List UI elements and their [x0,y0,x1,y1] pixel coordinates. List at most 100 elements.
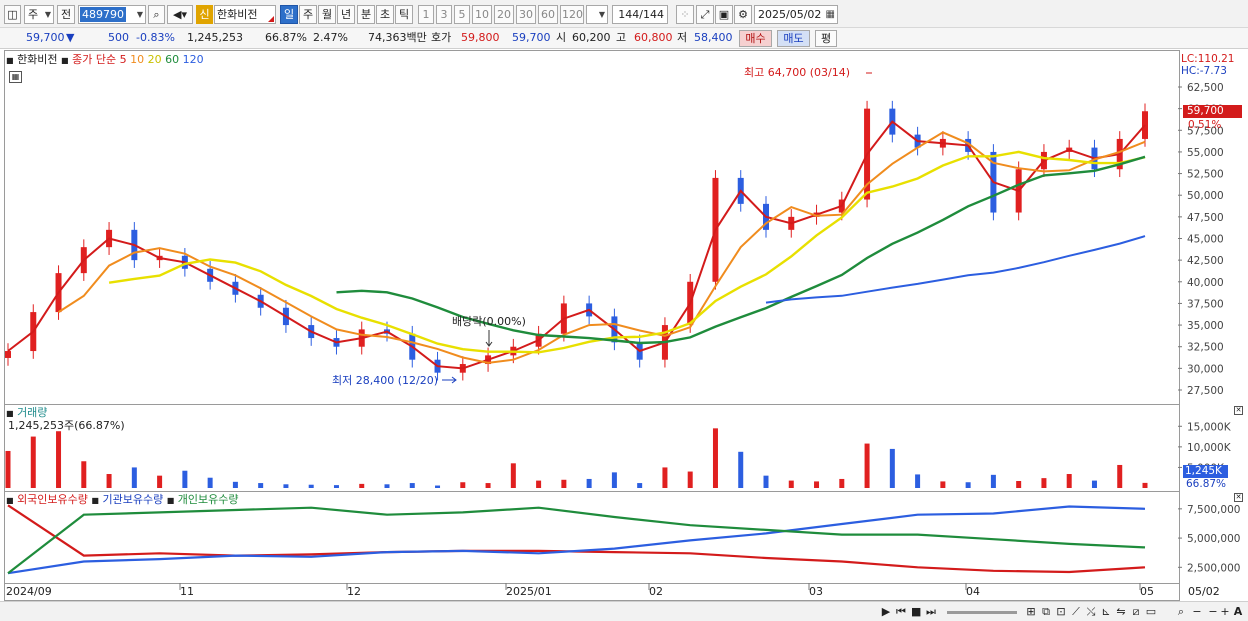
evaluation-button[interactable]: 평 [815,30,837,47]
zoom-out-icon[interactable]: − [1192,605,1202,618]
y-tick-label: 55,000 [1187,147,1224,159]
search-icon[interactable]: ⌕ [148,5,165,24]
moving-averages [7,120,1146,370]
volume-bar [409,483,415,488]
hold-tick-label: 2,500,000 [1187,562,1240,574]
legend-institution: 기관보유수량 [102,493,164,506]
period-month-tab[interactable]: 월 [318,5,336,24]
ma5-line [7,120,1146,370]
panel-divider[interactable] [4,404,1180,405]
interval-30-button[interactable]: 30 [516,5,536,24]
volume-bar [485,483,491,488]
volume-bar [5,450,11,488]
y-tick-label: 32,500 [1187,342,1224,354]
calculator-icon[interactable]: ▦ [9,71,22,83]
x-label-last-date: 05/02 [1188,585,1220,598]
volume-bar [611,472,617,488]
interval-60-button[interactable]: 60 [538,5,558,24]
y-tick-label: 57,500 [1187,125,1224,137]
scale-icon[interactable]: ⇋ [1116,605,1126,618]
legend-ma10: 10 [130,53,145,66]
panel-marker-icon: ■ [61,56,69,65]
prev-button[interactable]: 전 [57,5,75,24]
period-tick-tab[interactable]: 틱 [395,5,413,24]
forward-icon[interactable]: ⏭ [926,605,936,618]
interval-10-button[interactable]: 10 [472,5,492,24]
interval-20-button[interactable]: 20 [494,5,514,24]
rewind-icon[interactable]: ⏮ [896,605,906,618]
open-label: 시 [556,31,567,44]
interval-dropdown[interactable]: ▼ [586,5,608,24]
y-tick-label: 62,500 [1187,82,1224,94]
period-minute-tab[interactable]: 분 [357,5,375,24]
period-week-tab[interactable]: 주 [299,5,317,24]
volume-bar [283,484,289,488]
minus-icon[interactable]: − [1208,605,1218,618]
layout-icon[interactable]: ⧉ [1042,605,1050,618]
volume-bar [662,467,668,488]
grid-icon[interactable]: ⁘ [676,5,694,24]
window-icon[interactable]: ▭ [1145,605,1157,618]
stop-icon[interactable]: ■ [911,605,922,618]
volume-bar [687,471,693,488]
volume-bar [839,478,845,488]
measure-icon[interactable]: ⊾ [1101,605,1111,618]
y-tick-label: 50,000 [1187,190,1224,202]
line-tool-icon[interactable]: ⟋ [1072,605,1080,618]
auto-scale-icon[interactable]: A [1233,605,1243,618]
buy-button[interactable]: 매수 [739,30,772,47]
panel-divider[interactable] [4,491,1180,492]
window-menu-icon[interactable]: ◫ [4,5,21,24]
bottom-control-bar: ▶ ⏮ ■ ⏭ ⊞ ⧉ ⊡ ⟋ ⤯ ⊾ ⇋ ⧄ ▭ ⌕ − − + A [0,601,1248,621]
interval-5-button[interactable]: 5 [454,5,470,24]
ma60-line [336,155,1146,345]
high-annotation: 최고 64,700 (03/14) [744,66,851,79]
volume-bar [30,436,36,488]
individual-holdings-line [7,506,1146,575]
zoom-in-icon[interactable]: + [1220,605,1230,618]
zoom-search-icon[interactable]: ⌕ [1177,605,1185,618]
ma10-line [57,131,1146,364]
dividend-annotation: 배당락(0.00%) [452,315,526,328]
x-label-2024-09: 2024/09 [6,585,52,598]
split-icon[interactable]: ⧄ [1132,605,1140,618]
play-icon[interactable]: ▶ [881,605,891,618]
turnover-rate: 2.47% [313,31,348,44]
stock-code-input[interactable]: 489790 ▼ [78,5,146,24]
expand-icon[interactable]: ⤢ [696,5,714,24]
interval-1-button[interactable]: 1 [418,5,434,24]
close-icon[interactable]: ✕ [1234,493,1243,502]
interval-3-button[interactable]: 3 [436,5,452,24]
save-icon[interactable]: ▣ [715,5,733,24]
interval-120-button[interactable]: 120 [560,5,584,24]
period-second-tab[interactable]: 초 [376,5,394,24]
scroll-track[interactable] [947,611,1017,614]
period-year-tab[interactable]: 년 [337,5,355,24]
volume-bar [384,484,390,488]
price-panel-legend: ■ 한화비전 ■ 종가 단순 5 10 20 60 120 [6,53,204,67]
fit-icon[interactable]: ⊡ [1056,605,1066,618]
x-label-11: 11 [180,585,194,598]
volume-bar [1016,481,1022,488]
crosshair-icon[interactable]: ⊞ [1026,605,1036,618]
current-price-pct: 0.51% [1188,119,1222,131]
date-field[interactable]: 2025/05/02 ▦ [754,5,838,24]
volume-bar [965,482,971,488]
dividend-arrow [485,330,493,347]
panel-marker-icon: ■ [6,496,14,505]
close-icon[interactable]: ✕ [1234,406,1243,415]
speaker-icon[interactable]: ◀▾ [167,5,193,24]
period-day-tab[interactable]: 일 [280,5,298,24]
sell-button[interactable]: 매도 [777,30,810,47]
volume-bar [1117,464,1123,488]
volume-bar [1091,480,1097,488]
trend-icon[interactable]: ⤯ [1086,605,1096,618]
gear-icon[interactable]: ⚙ [734,5,752,24]
volume-ratio: 66.87% [265,31,307,44]
chart-mode-select[interactable]: 주 ▼ [24,5,54,24]
quote-bar: 59,700 ▼ 500 -0.83% 1,245,253 66.87% 2.4… [0,28,1248,49]
volume-bar [864,443,870,488]
volume-bar [788,480,794,488]
legend-ma-prefix: 종가 단순 [72,53,117,66]
count-field[interactable]: 144/144 [612,5,668,24]
